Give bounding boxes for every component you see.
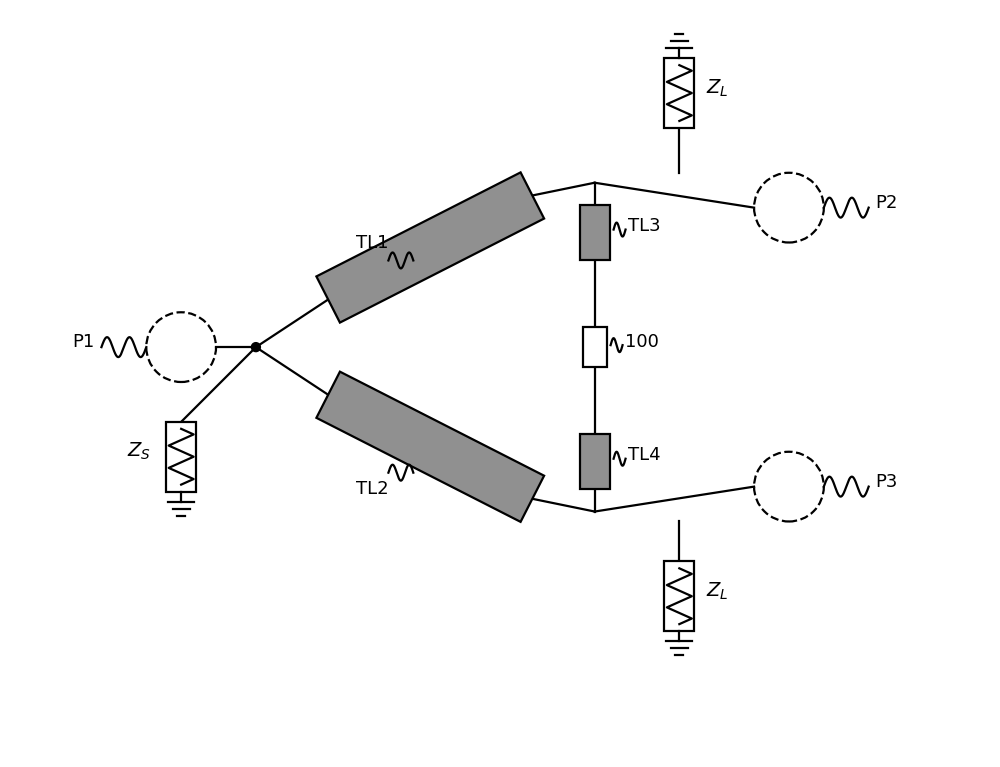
Text: $Z_L$: $Z_L$: [706, 77, 729, 99]
Bar: [664, 561, 694, 631]
Text: P3: P3: [876, 472, 898, 491]
Polygon shape: [316, 372, 544, 522]
Text: $Z_L$: $Z_L$: [706, 581, 729, 602]
Text: 100: 100: [625, 333, 658, 351]
Bar: [166, 422, 196, 492]
Text: P2: P2: [876, 193, 898, 212]
Text: P1: P1: [72, 333, 94, 351]
Bar: [580, 205, 610, 260]
Text: TL3: TL3: [628, 216, 660, 235]
Text: TL4: TL4: [628, 446, 660, 464]
Text: $Z_S$: $Z_S$: [127, 441, 151, 463]
Bar: [580, 434, 610, 489]
Text: TL1: TL1: [356, 233, 388, 252]
Bar: [583, 328, 607, 367]
Text: TL2: TL2: [356, 479, 388, 498]
Circle shape: [251, 343, 260, 351]
Polygon shape: [316, 173, 544, 323]
Bar: [664, 58, 694, 128]
